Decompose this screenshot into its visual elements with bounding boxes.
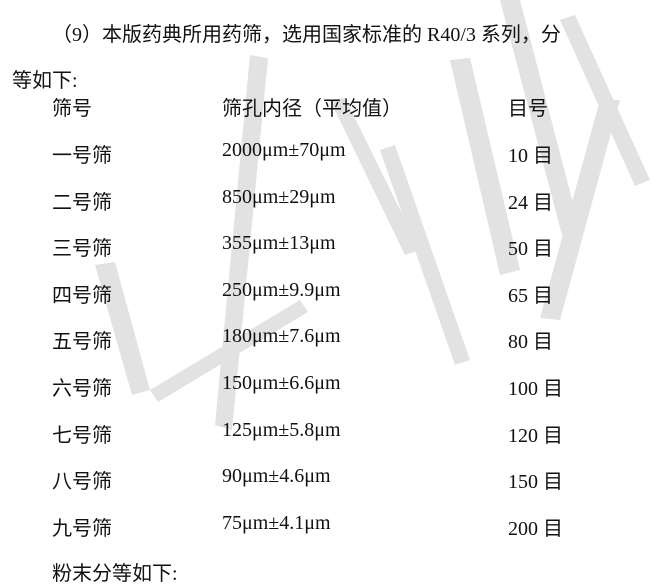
mesh-cell: 200 目 [508, 517, 563, 540]
header-mesh: 目号 [508, 98, 548, 120]
mesh-cell: 10 目 [508, 145, 553, 167]
sieve-no-cell: 三号筛 [52, 238, 112, 261]
sieve-no-cell: 六号筛 [52, 378, 112, 400]
aperture-cell: 180μm±7.6μm [222, 325, 341, 348]
sieve-no-cell: 七号筛 [52, 424, 112, 447]
aperture-cell: 125μm±5.8μm [222, 418, 341, 441]
sieve-no-cell: 四号筛 [52, 284, 112, 307]
mesh-cell: 80 目 [508, 331, 553, 354]
sieve-no-cell: 八号筛 [52, 471, 112, 494]
mesh-cell: 150 目 [508, 471, 563, 494]
aperture-cell: 850μm±29μm [222, 185, 336, 208]
aperture-cell: 355μm±13μm [222, 232, 336, 255]
mesh-cell: 50 目 [508, 238, 553, 261]
sieve-no-cell: 九号筛 [52, 517, 112, 540]
mesh-cell: 24 目 [508, 191, 553, 214]
aperture-cell: 75μm±4.1μm [222, 511, 331, 534]
sieve-no-cell: 一号筛 [52, 145, 112, 167]
intro-line-1: （9）本版药典所用药筛，选用国家标准的 R40/3 系列，分 [52, 24, 561, 46]
sieve-no-cell: 五号筛 [52, 331, 112, 354]
aperture-cell: 250μm±9.9μm [222, 278, 341, 301]
aperture-cell: 2000μm±70μm [222, 139, 346, 161]
mesh-cell: 100 目 [508, 378, 563, 400]
outro-text: 粉末分等如下: [52, 563, 178, 585]
aperture-cell: 90μm±4.6μm [222, 465, 331, 488]
header-sieve-no: 筛号 [52, 98, 92, 120]
mesh-cell: 120 目 [508, 424, 563, 447]
header-aperture: 筛孔内径（平均值） [222, 98, 402, 120]
intro-line-2: 等如下: [12, 70, 78, 92]
aperture-cell: 150μm±6.6μm [222, 372, 341, 394]
mesh-cell: 65 目 [508, 284, 553, 307]
sieve-no-cell: 二号筛 [52, 191, 112, 214]
